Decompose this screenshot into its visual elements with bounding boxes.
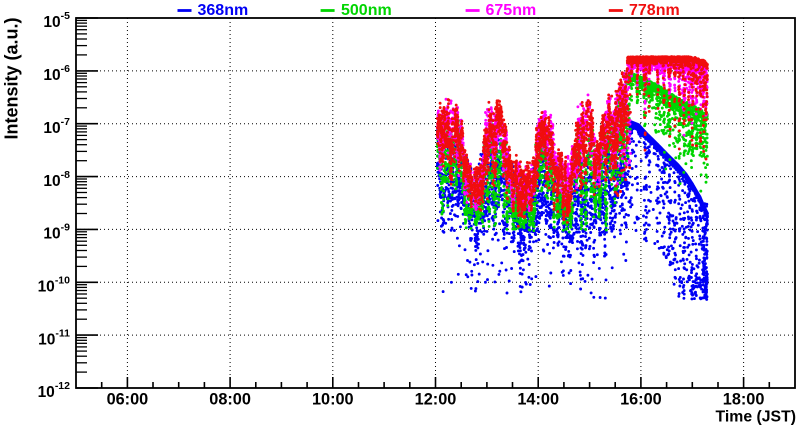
svg-text:368nm: 368nm xyxy=(198,2,249,19)
svg-text:Intensity (a.u.): Intensity (a.u.) xyxy=(2,17,22,139)
svg-text:10:00: 10:00 xyxy=(312,391,354,409)
svg-text:12:00: 12:00 xyxy=(415,391,457,409)
svg-text:675nm: 675nm xyxy=(486,2,537,19)
svg-text:778nm: 778nm xyxy=(629,2,680,19)
svg-text:06:00: 06:00 xyxy=(107,391,149,409)
svg-text:14:00: 14:00 xyxy=(517,391,559,409)
svg-text:Time (JST): Time (JST) xyxy=(716,409,796,426)
svg-text:08:00: 08:00 xyxy=(209,391,251,409)
svg-text:18:00: 18:00 xyxy=(723,391,765,409)
svg-text:16:00: 16:00 xyxy=(620,391,662,409)
svg-text:500nm: 500nm xyxy=(341,2,392,19)
